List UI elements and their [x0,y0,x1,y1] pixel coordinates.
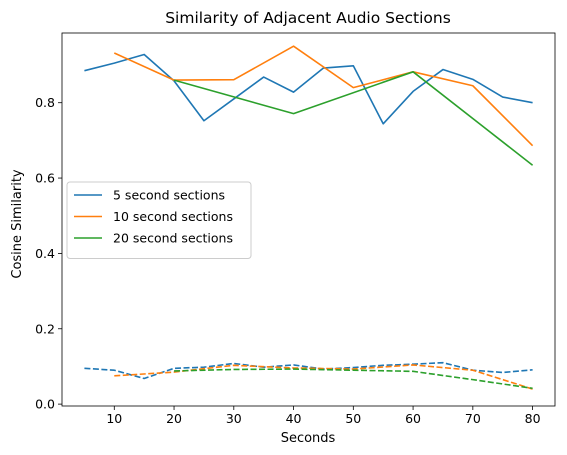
legend-label: 20 second sections [113,231,233,246]
series-line-0 [84,53,533,125]
y-tick-label: 0.6 [35,171,55,186]
y-tick-label: 0.0 [35,397,55,412]
series-line-1 [113,45,534,147]
y-tick-label: 0.4 [35,246,55,261]
series-line-2 [173,71,534,166]
legend-label: 10 second sections [113,209,233,224]
legend-label: 5 second sections [113,188,225,203]
x-tick-label: 60 [405,411,421,426]
chart-title: Similarity of Adjacent Audio Sections [165,9,451,27]
x-tick-label: 30 [226,411,242,426]
legend: 5 second sections 10 second sections 20 se… [66,181,252,259]
x-tick-label: 70 [465,411,481,426]
y-axis-label: Cosine Similarity [10,169,25,279]
legend-box [66,181,252,259]
axes-frame [61,32,556,407]
y-tick-label: 0.2 [35,321,55,336]
dashed-series-line-5 [174,368,533,390]
x-tick-label: 10 [106,411,122,426]
x-tick-label: 80 [525,411,541,426]
x-axis-label: Seconds [281,431,336,446]
y-tick-label: 0.8 [35,95,55,110]
x-tick-label: 20 [166,411,182,426]
plot-area: 10 20 30 40 50 60 70 80 0.0 0.2 0.4 0.6 0.8 [35,32,556,426]
x-tick-label: 50 [345,411,361,426]
x-tick-label: 40 [286,411,302,426]
